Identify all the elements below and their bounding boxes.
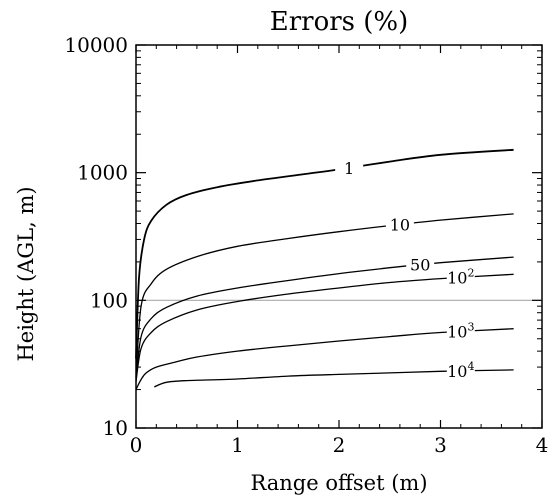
contour-label: 102 bbox=[447, 266, 474, 287]
x-tick-label: 0 bbox=[130, 433, 143, 457]
contour-line-10 bbox=[135, 213, 514, 378]
y-tick-label: 10000 bbox=[64, 33, 128, 57]
x-tick-label: 4 bbox=[536, 433, 549, 457]
contour-label-background bbox=[446, 321, 475, 340]
contour-line-10e3 bbox=[135, 328, 514, 390]
contour-label: 10 bbox=[390, 215, 410, 234]
y-tick-label: 1000 bbox=[77, 161, 128, 185]
y-tick-label: 10 bbox=[103, 416, 128, 440]
x-axis-title: Range offset (m) bbox=[250, 471, 427, 495]
contour-label: 1 bbox=[344, 159, 354, 178]
contour-label: 104 bbox=[447, 360, 474, 381]
y-tick-label: 100 bbox=[90, 288, 128, 312]
contour-label: 50 bbox=[410, 256, 430, 275]
x-tick-label: 2 bbox=[333, 433, 346, 457]
y-axis-title: Height (AGL, m) bbox=[14, 186, 38, 361]
x-tick-label: 3 bbox=[434, 433, 447, 457]
contour-label: 103 bbox=[447, 320, 474, 341]
contour-label-background bbox=[385, 214, 414, 233]
contour-line-10e4 bbox=[154, 369, 514, 388]
contour-line-1 bbox=[135, 148, 514, 359]
contour-label-background bbox=[335, 157, 364, 176]
x-tick-label: 1 bbox=[231, 433, 244, 457]
contour-label-background bbox=[446, 267, 475, 286]
contour-line-10e2 bbox=[135, 273, 514, 382]
contour-label-background bbox=[406, 254, 435, 273]
contour-label-background bbox=[446, 360, 475, 379]
chart-title: Errors (%) bbox=[270, 7, 409, 37]
